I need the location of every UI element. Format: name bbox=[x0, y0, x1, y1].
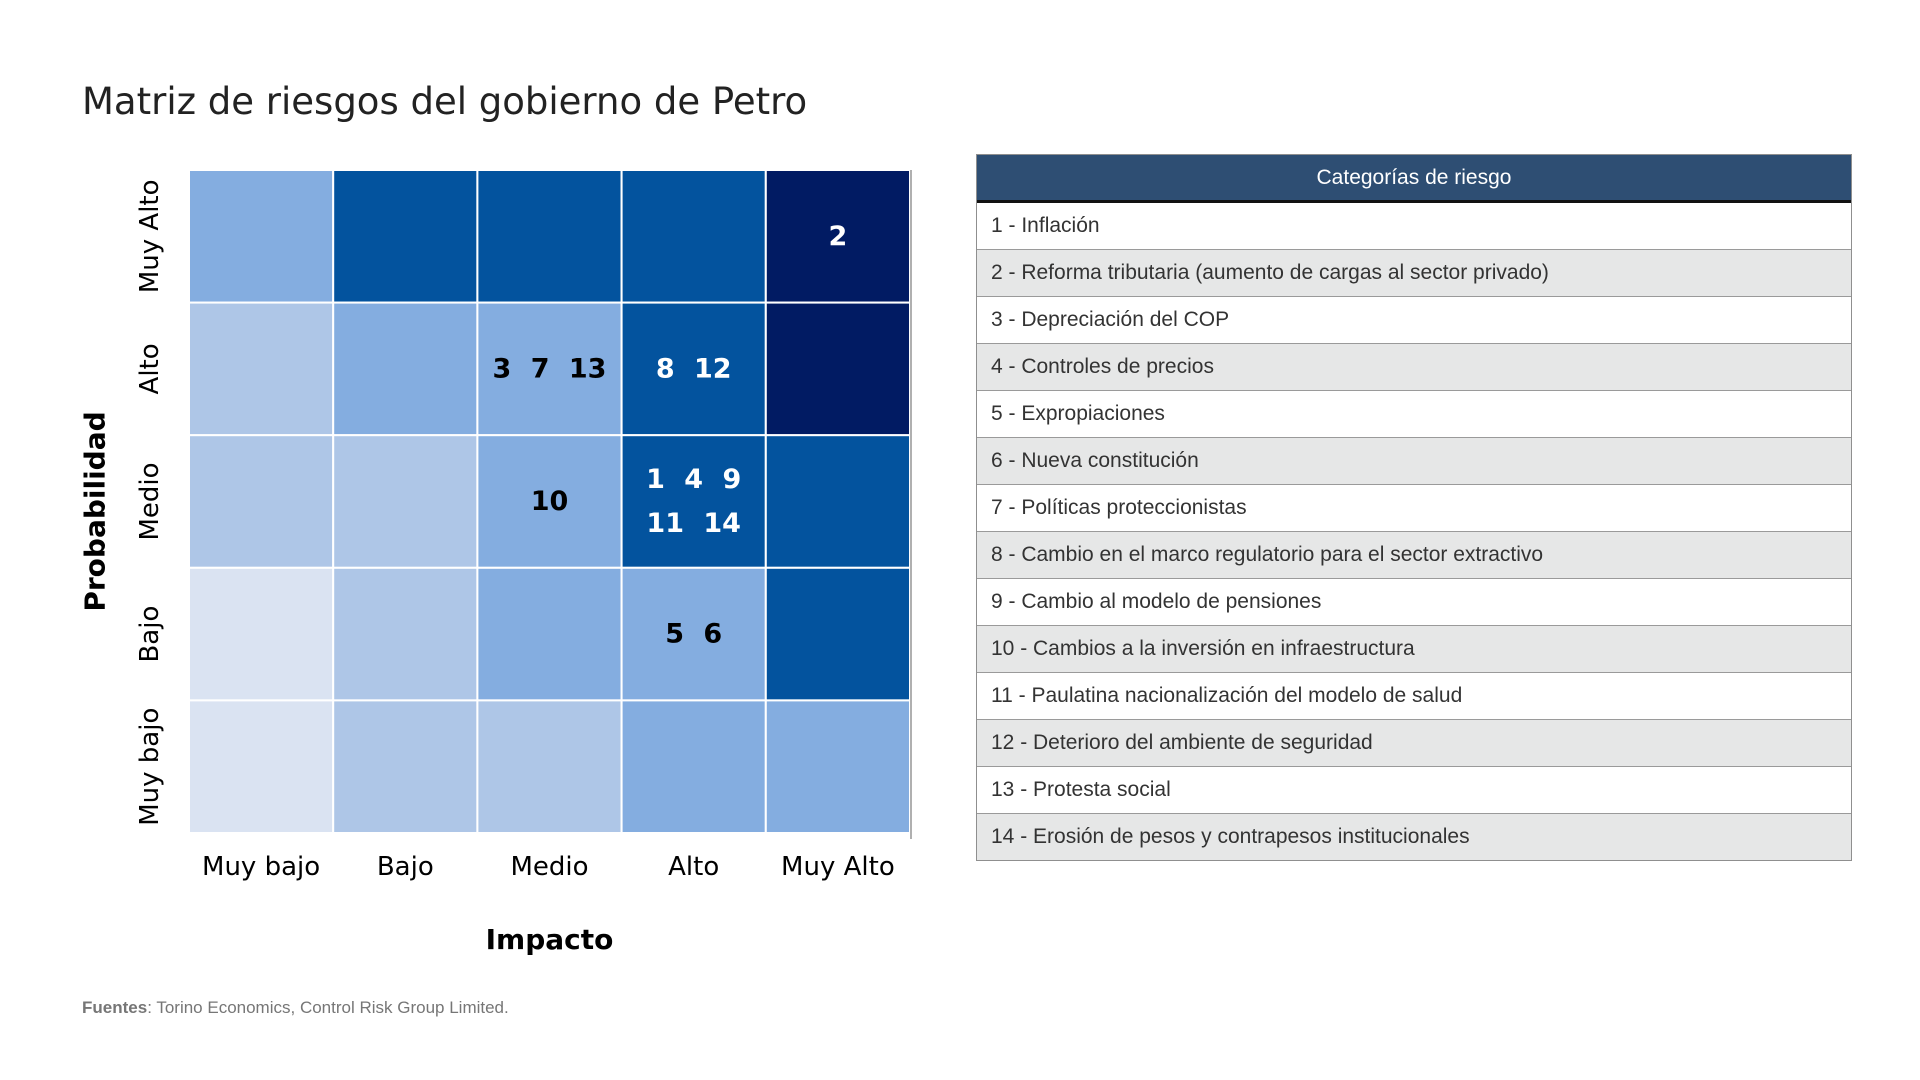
matrix-cell-labels: 2 3 7 13 8 12 10 1 4 9 11 14 5 6 bbox=[493, 221, 848, 650]
matrix-cell bbox=[332, 434, 479, 569]
matrix-cell bbox=[188, 566, 335, 702]
risk-id-label: 3 7 13 bbox=[493, 353, 607, 384]
risk-id-label: 1 4 9 bbox=[646, 464, 741, 495]
source-label: Fuentes bbox=[82, 998, 148, 1017]
risk-category-item: 2 - Reforma tributaria (aumento de carga… bbox=[977, 249, 1851, 296]
y-axis-ticks: Muy Alto Alto Medio Bajo Muy bajo bbox=[135, 179, 165, 825]
matrix-cell bbox=[620, 169, 767, 304]
risk-id-label: 2 bbox=[829, 221, 848, 252]
y-tick-label: Muy bajo bbox=[135, 708, 165, 826]
matrix-cell bbox=[476, 434, 623, 569]
matrix-cell bbox=[620, 301, 767, 437]
matrix-cell bbox=[188, 301, 335, 437]
matrix-cell bbox=[332, 169, 479, 304]
risk-category-item: 13 - Protesta social bbox=[977, 766, 1851, 813]
risk-category-item: 7 - Políticas proteccionistas bbox=[977, 484, 1851, 531]
risk-id-label: 11 14 bbox=[646, 508, 741, 539]
matrix-cell bbox=[188, 169, 335, 304]
risk-category-item: 3 - Depreciación del COP bbox=[977, 296, 1851, 343]
risk-id-label: 5 6 bbox=[665, 619, 722, 650]
y-tick-label: Alto bbox=[135, 343, 165, 394]
matrix-cell bbox=[476, 699, 623, 835]
matrix-cell bbox=[188, 699, 335, 835]
risk-category-item: 9 - Cambio al modelo de pensiones bbox=[977, 578, 1851, 625]
x-tick-label: Bajo bbox=[377, 852, 434, 882]
source-text: : Torino Economics, Control Risk Group L… bbox=[147, 998, 509, 1017]
y-tick-label: Muy Alto bbox=[135, 179, 165, 293]
risk-categories-list: 1 - Inflación 2 - Reforma tributaria (aum… bbox=[977, 203, 1851, 860]
x-tick-label: Medio bbox=[510, 852, 588, 882]
y-axis-title: Probabilidad bbox=[79, 411, 112, 611]
matrix-cell bbox=[764, 566, 911, 702]
matrix-cell bbox=[476, 169, 623, 304]
y-tick-label: Medio bbox=[135, 462, 165, 540]
risk-category-item: 4 - Controles de precios bbox=[977, 343, 1851, 390]
matrix-cell bbox=[764, 434, 911, 569]
risk-category-item: 8 - Cambio en el marco regulatorio para … bbox=[977, 531, 1851, 578]
x-tick-label: Alto bbox=[668, 852, 719, 882]
x-axis-ticks: Muy bajo Bajo Medio Alto Muy Alto bbox=[202, 852, 895, 882]
matrix-cell bbox=[620, 434, 767, 569]
risk-category-item: 10 - Cambios a la inversión en infraestr… bbox=[977, 625, 1851, 672]
y-tick-label: Bajo bbox=[135, 606, 165, 663]
risk-categories-table: Categorías de riesgo 1 - Inflación 2 - Re… bbox=[976, 154, 1852, 861]
matrix-cell bbox=[332, 699, 479, 835]
risk-category-item: 6 - Nueva constitución bbox=[977, 437, 1851, 484]
risk-category-item: 14 - Erosión de pesos y contrapesos inst… bbox=[977, 813, 1851, 860]
matrix-cell bbox=[476, 566, 623, 702]
risk-categories-header: Categorías de riesgo bbox=[977, 155, 1851, 203]
matrix-cell bbox=[332, 301, 479, 437]
matrix-cell bbox=[764, 301, 911, 437]
matrix-cell bbox=[620, 566, 767, 702]
matrix-cell bbox=[188, 434, 335, 569]
x-tick-label: Muy Alto bbox=[781, 852, 895, 882]
matrix-cell bbox=[764, 699, 911, 835]
source-note: Fuentes: Torino Economics, Control Risk … bbox=[82, 998, 509, 1018]
x-axis-title: Impacto bbox=[486, 923, 614, 956]
risk-id-label: 8 12 bbox=[656, 353, 732, 384]
matrix-cell bbox=[332, 566, 479, 702]
risk-id-label: 10 bbox=[531, 486, 569, 517]
risk-category-item: 5 - Expropiaciones bbox=[977, 390, 1851, 437]
page-title: Matriz de riesgos del gobierno de Petro bbox=[82, 80, 808, 123]
matrix-cells bbox=[188, 169, 911, 835]
risk-category-item: 12 - Deterioro del ambiente de seguridad bbox=[977, 719, 1851, 766]
matrix-cell bbox=[476, 301, 623, 437]
matrix-cell bbox=[620, 699, 767, 835]
x-tick-label: Muy bajo bbox=[202, 852, 320, 882]
risk-category-item: 11 - Paulatina nacionalización del model… bbox=[977, 672, 1851, 719]
risk-category-item: 1 - Inflación bbox=[977, 203, 1851, 249]
